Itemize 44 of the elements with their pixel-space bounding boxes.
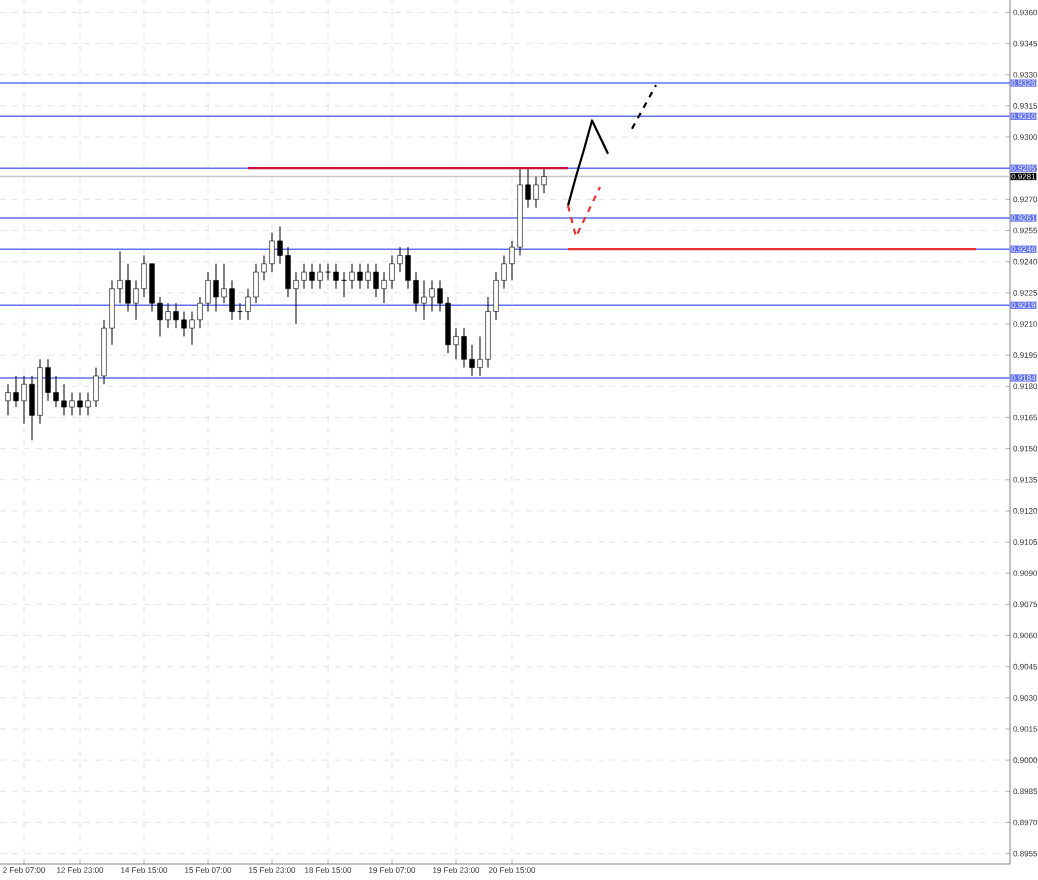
candlestick bbox=[389, 254, 395, 290]
candlestick bbox=[333, 263, 339, 290]
candlestick bbox=[533, 176, 539, 209]
candlestick bbox=[445, 296, 451, 354]
candlestick bbox=[269, 232, 275, 273]
candlestick bbox=[461, 327, 467, 369]
candlestick bbox=[37, 358, 43, 425]
candlestick bbox=[421, 279, 427, 321]
candlestick bbox=[149, 263, 155, 313]
candlestick bbox=[285, 246, 291, 298]
candlestick bbox=[469, 344, 475, 377]
candlestick bbox=[325, 263, 331, 281]
candlestick bbox=[541, 167, 547, 194]
candlestick bbox=[141, 254, 147, 298]
candlestick bbox=[221, 263, 227, 304]
candlestick bbox=[309, 263, 315, 290]
candlestick bbox=[317, 263, 323, 290]
candlestick bbox=[61, 383, 67, 416]
candlestick bbox=[349, 263, 355, 290]
candlestick bbox=[13, 375, 19, 408]
line-series bbox=[566, 119, 610, 207]
candlestick bbox=[301, 263, 307, 290]
candlestick bbox=[229, 279, 235, 321]
candlestick bbox=[21, 375, 27, 425]
candlestick bbox=[165, 302, 171, 329]
candlestick bbox=[69, 392, 75, 416]
candlestick bbox=[125, 263, 131, 313]
line-series bbox=[566, 185, 602, 238]
candlestick bbox=[173, 302, 179, 329]
candlestick bbox=[213, 263, 219, 313]
candlestick bbox=[77, 392, 83, 416]
candlestick bbox=[381, 271, 387, 304]
candlestick bbox=[29, 375, 35, 441]
candlestick bbox=[357, 263, 363, 290]
candlestick bbox=[189, 311, 195, 346]
candlestick bbox=[53, 375, 59, 408]
candlestick bbox=[253, 263, 259, 304]
candlestick bbox=[5, 383, 11, 416]
candlestick bbox=[365, 263, 371, 290]
candlestick bbox=[397, 246, 403, 273]
candlestick bbox=[181, 311, 187, 337]
candlestick bbox=[205, 271, 211, 313]
candlestick bbox=[429, 279, 435, 313]
candlestick bbox=[373, 263, 379, 298]
